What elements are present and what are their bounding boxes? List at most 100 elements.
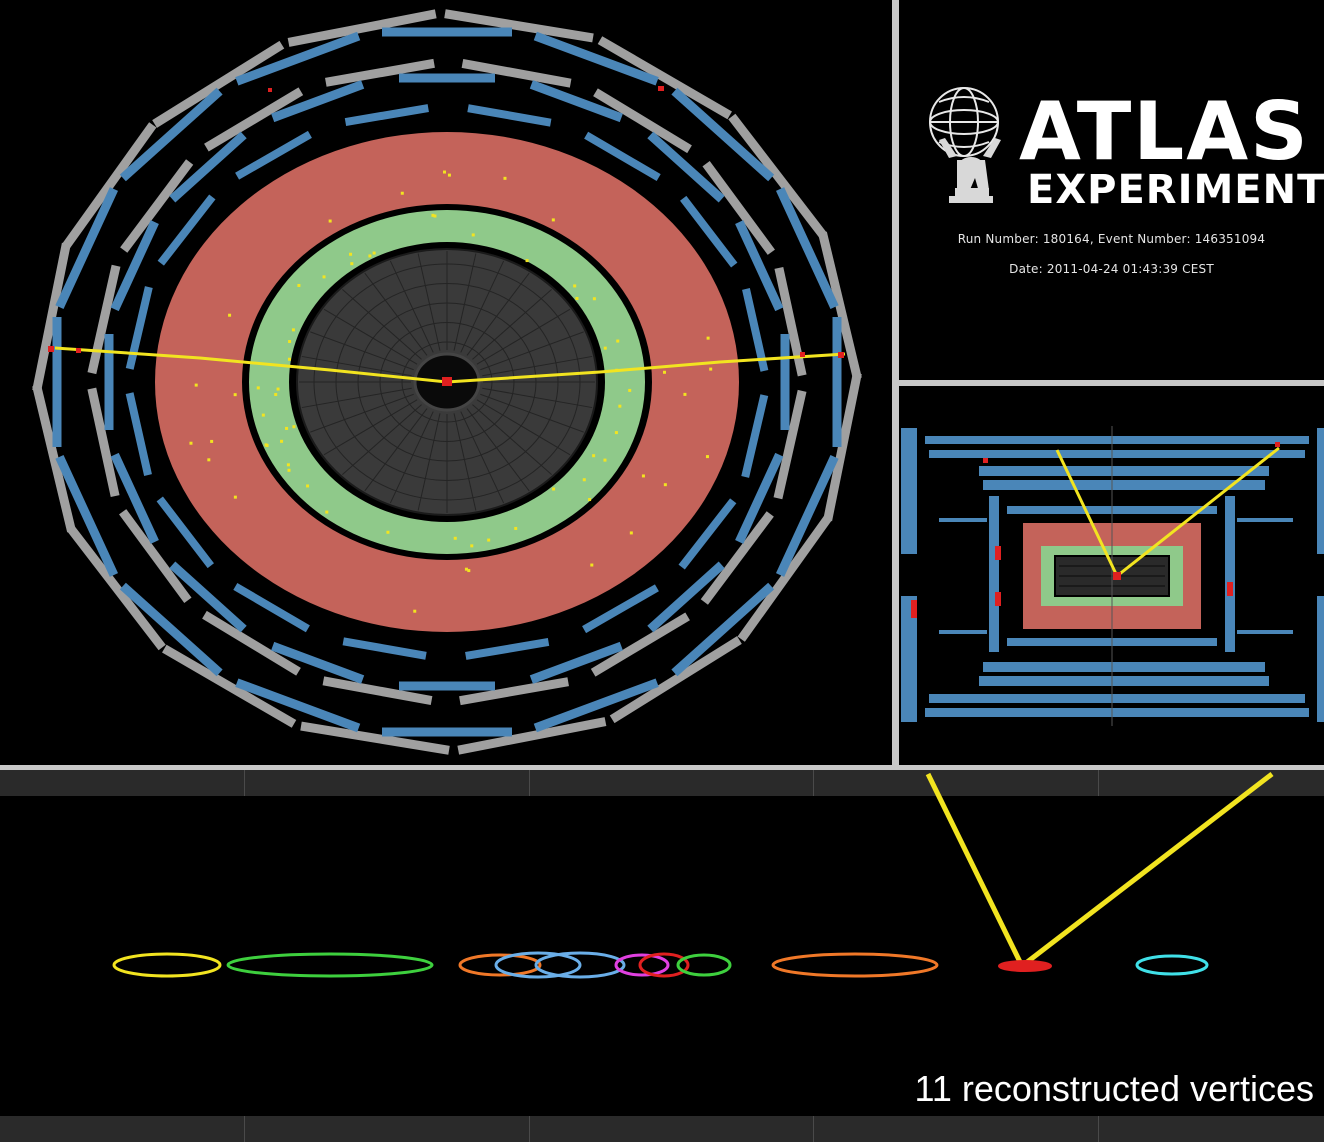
- atlas-figure-icon: [929, 87, 1001, 203]
- muon-chamber: [157, 194, 216, 266]
- energy-hit: [280, 439, 284, 443]
- muon-chamber: [597, 36, 732, 120]
- run-info-panel: ATLAS EXPERIMENT Run Number: 180164, Eve…: [899, 0, 1324, 380]
- muon-chamber: [67, 525, 166, 651]
- energy-hit: [683, 392, 687, 396]
- longitudinal-view-svg: [901, 426, 1324, 726]
- muon-chamber: [671, 87, 775, 182]
- muon-chamber: [125, 392, 152, 476]
- vertex-ellipse: [534, 951, 626, 979]
- energy-hit: [592, 454, 596, 458]
- energy-hit: [233, 495, 237, 499]
- muon-chamber: [169, 561, 247, 633]
- energy-hit: [189, 441, 193, 445]
- muon-chamber: [287, 9, 437, 47]
- energy-hit: [453, 536, 457, 540]
- muon-chamber: [735, 220, 784, 312]
- muon-chamber: [818, 231, 862, 380]
- energy-hit: [368, 254, 372, 258]
- energy-hit: [575, 296, 579, 300]
- muon-chamber: [271, 641, 365, 684]
- energy-hit: [286, 463, 290, 467]
- energy-hit: [292, 425, 296, 429]
- muon-chamber: [728, 113, 827, 239]
- energy-hit: [233, 393, 237, 397]
- muon-chamber: [342, 637, 427, 660]
- vertex-top-strip: [0, 770, 1324, 796]
- muon-chamber: [55, 455, 119, 577]
- muon-chamber: [773, 389, 807, 500]
- primary-vertex-ellipse: [998, 960, 1052, 972]
- energy-hit: [447, 173, 451, 177]
- energy-hit: [503, 176, 507, 180]
- energy-hit: [442, 170, 446, 174]
- muon-chamber: [119, 87, 223, 182]
- energy-hit: [386, 530, 390, 534]
- energy-hit: [552, 487, 556, 491]
- muon-chamber: [204, 87, 304, 152]
- muon-chamber: [609, 636, 742, 724]
- energy-hit: [603, 346, 607, 350]
- atlas-logo-subtitle: EXPERIMENT: [1027, 167, 1324, 213]
- muon-chamber: [156, 496, 214, 569]
- energy-hit: [325, 510, 329, 514]
- energy-hit: [228, 313, 232, 317]
- muon-hit: [658, 86, 664, 91]
- muon-chamber: [467, 104, 552, 127]
- muon-chamber: [169, 131, 247, 203]
- energy-hit: [400, 191, 404, 195]
- vertex-ellipse: [1135, 954, 1209, 976]
- energy-hit: [618, 404, 622, 408]
- vertex-ellipse: [494, 951, 582, 979]
- muon-chamber: [533, 678, 659, 733]
- energy-hit: [322, 275, 326, 279]
- muon-chamber: [533, 31, 659, 86]
- bottom-divider[interactable]: [0, 765, 1324, 770]
- energy-hit: [350, 262, 354, 266]
- energy-hit: [306, 484, 310, 488]
- muon-chamber: [235, 678, 361, 733]
- muon-chamber: [459, 677, 569, 706]
- vertex-bottom-strip: [0, 1116, 1324, 1142]
- energy-hit: [616, 339, 620, 343]
- muon-chamber: [774, 266, 807, 377]
- energy-hit: [328, 219, 332, 223]
- vertical-divider[interactable]: [892, 0, 899, 765]
- energy-hit: [706, 336, 710, 340]
- muon-chamber: [119, 509, 192, 603]
- horizontal-divider[interactable]: [899, 380, 1324, 386]
- energy-hit: [551, 218, 555, 222]
- muon-chamber: [742, 288, 769, 372]
- energy-hit: [588, 498, 592, 502]
- energy-deposits-rz: [911, 442, 1280, 618]
- energy-hit: [514, 526, 518, 530]
- muon-chamber: [529, 641, 623, 684]
- muon-chamber: [32, 384, 76, 533]
- energy-hit: [487, 538, 491, 542]
- muon-chamber: [671, 582, 775, 677]
- energy-hit: [470, 544, 474, 548]
- energy-hit: [603, 458, 607, 462]
- muon-chamber: [119, 582, 223, 677]
- muon-track-left: [54, 346, 448, 384]
- muon-chamber: [775, 455, 839, 577]
- energy-hit: [592, 297, 596, 301]
- energy-hit: [433, 214, 437, 218]
- muon-chamber: [235, 31, 361, 86]
- muon-hit: [800, 352, 805, 357]
- muon-hit: [48, 346, 54, 352]
- energy-hit: [265, 444, 269, 448]
- muon-track-vertex-right: [1020, 772, 1274, 968]
- muon-chamber: [110, 452, 159, 544]
- energy-hit: [628, 388, 632, 392]
- muon-chamber: [737, 514, 833, 642]
- energy-hit: [288, 340, 292, 344]
- muon-chamber: [461, 58, 572, 88]
- energy-hit: [285, 426, 289, 430]
- energy-hit: [525, 259, 529, 263]
- muon-chamber: [344, 104, 429, 126]
- energy-hit: [207, 458, 211, 462]
- vertex-ellipse: [112, 952, 222, 978]
- muon-chamber: [399, 681, 495, 691]
- muon-chamber: [775, 187, 839, 309]
